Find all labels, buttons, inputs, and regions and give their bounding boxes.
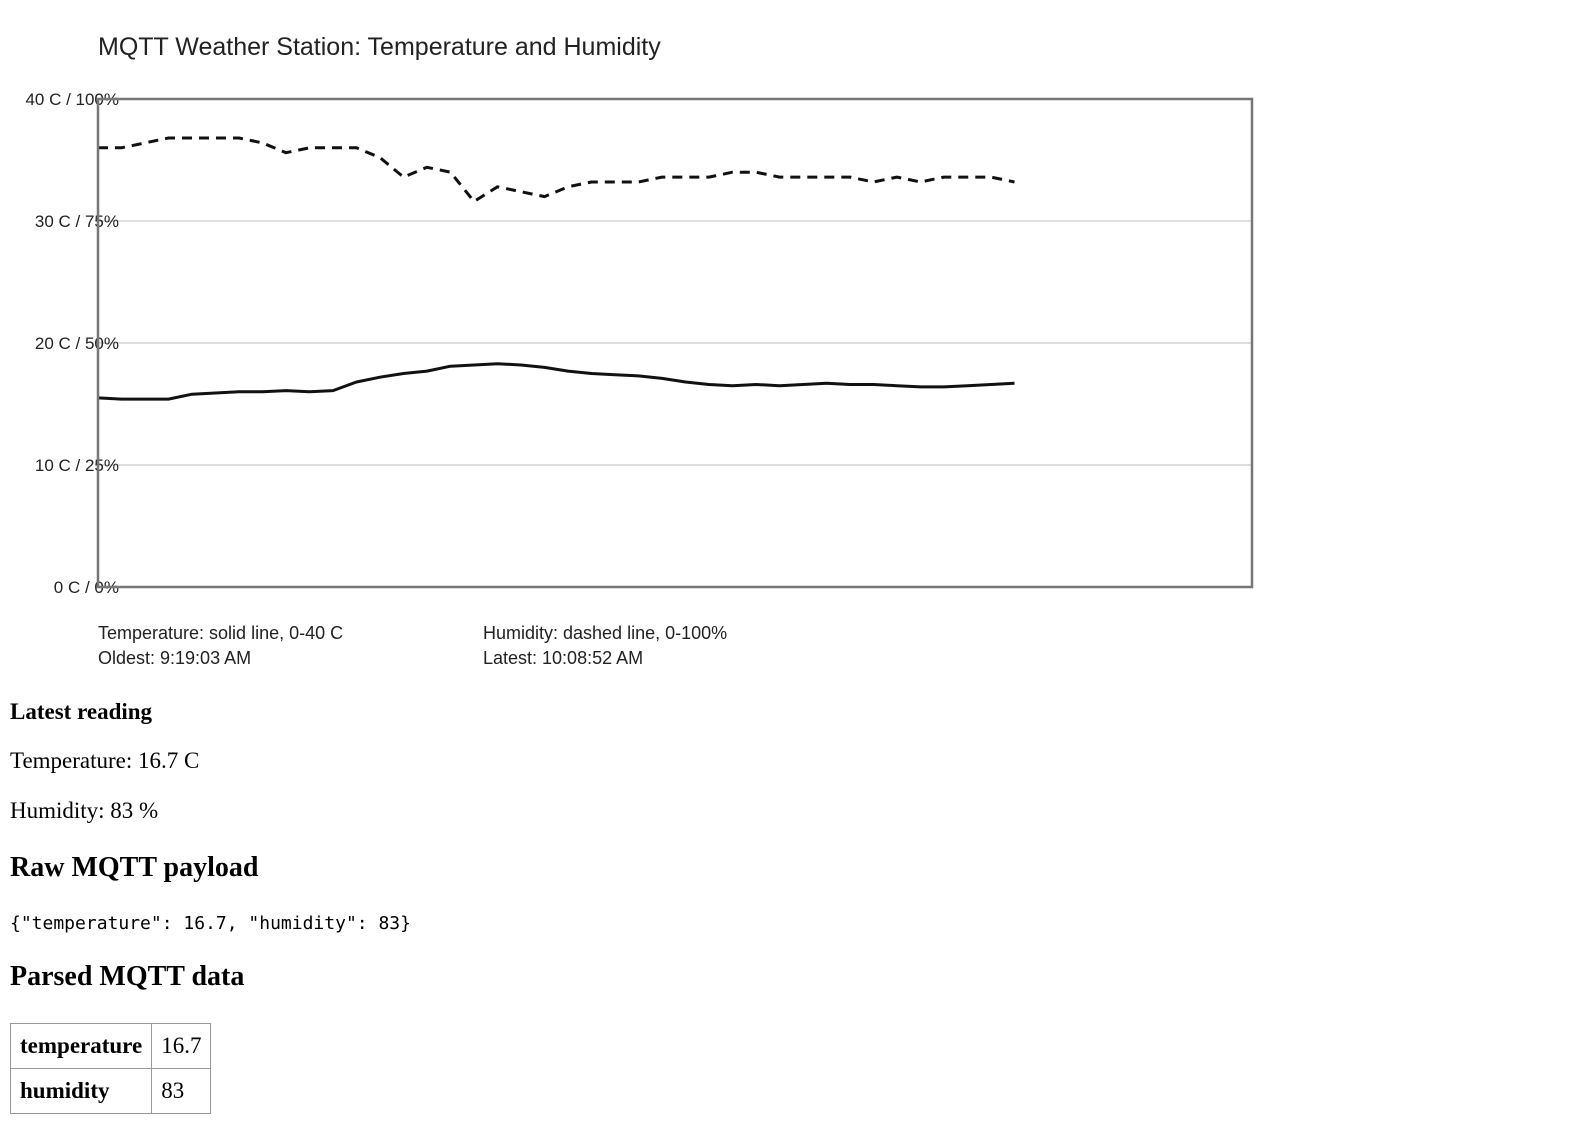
temperature-series-line [97, 362, 1015, 401]
parsed-data-heading: Parsed MQTT data [10, 961, 245, 992]
parsed-data-table: temperature 16.7 humidity 83 [9, 1023, 212, 1114]
y-tick-label: 40 C / 100% [25, 90, 119, 109]
table-value-cell: 83 [151, 1068, 212, 1114]
legend-latest-timestamp: Latest: 10:08:52 AM [483, 648, 643, 668]
table-row: temperature 16.7 [9, 1023, 212, 1069]
legend-oldest-timestamp: Oldest: 9:19:03 AM [98, 648, 251, 668]
chart-gridlines [98, 220, 1252, 466]
legend-temperature-description: Temperature: solid line, 0-40 C [98, 623, 343, 643]
y-tick-label: 20 C / 50% [35, 334, 119, 353]
table-value-cell: 16.7 [151, 1023, 212, 1069]
y-tick-label: 0 C / 0% [54, 578, 119, 597]
latest-temperature-text: Temperature: 16.7 C [10, 748, 200, 773]
chart-series-layer [97, 136, 1015, 401]
weather-chart: MQTT Weather Station: Temperature and Hu… [25, 33, 1254, 668]
chart-title: MQTT Weather Station: Temperature and Hu… [98, 33, 661, 61]
latest-reading-heading: Latest reading [10, 699, 153, 724]
plot-area-frame [96, 97, 1254, 589]
raw-payload-heading: Raw MQTT payload [10, 852, 259, 883]
y-tick-label: 10 C / 25% [35, 456, 119, 475]
table-key-cell: temperature [9, 1023, 153, 1069]
legend-humidity-description: Humidity: dashed line, 0-100% [483, 623, 727, 643]
y-tick-label: 30 C / 75% [35, 212, 119, 231]
table-row: humidity 83 [9, 1068, 212, 1114]
humidity-series-line [98, 136, 1015, 203]
raw-payload-text: {"temperature": 16.7, "humidity": 83} [10, 913, 411, 934]
y-axis-tick-labels: 0 C / 0% 10 C / 25% 20 C / 50% 30 C / 75% 40… [25, 90, 119, 597]
latest-humidity-text: Humidity: 83 % [10, 798, 159, 823]
table-key-cell: humidity [9, 1068, 153, 1114]
